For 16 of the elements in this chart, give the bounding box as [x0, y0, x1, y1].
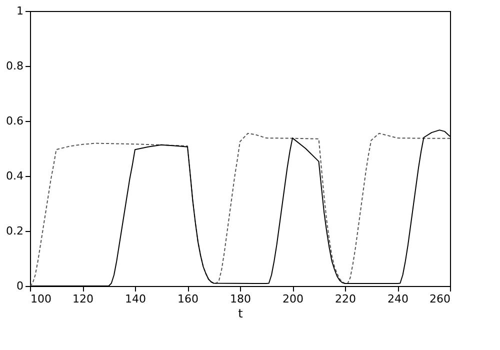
x-tick-label: 120	[72, 292, 94, 306]
x-tick-label: 100	[30, 292, 52, 306]
y-tick-label: 1	[16, 4, 24, 18]
x-tick-label: 140	[125, 292, 146, 306]
x-tick-label: 200	[282, 292, 304, 306]
x-tick-label: 240	[388, 292, 408, 306]
x-tick-label: 220	[335, 292, 356, 306]
x-tick-label: 160	[178, 292, 198, 306]
x-axis-title: t	[238, 306, 244, 320]
x-tick-label: 180	[230, 292, 251, 306]
y-tick-label: 0.6	[6, 114, 24, 128]
y-tick-label: 0.2	[6, 224, 24, 238]
y-tick-label: 0.4	[6, 170, 24, 182]
y-tick-label: 0	[16, 280, 24, 292]
y-tick-label: 0.8	[6, 60, 24, 72]
x-tick-label: 260	[430, 292, 450, 306]
